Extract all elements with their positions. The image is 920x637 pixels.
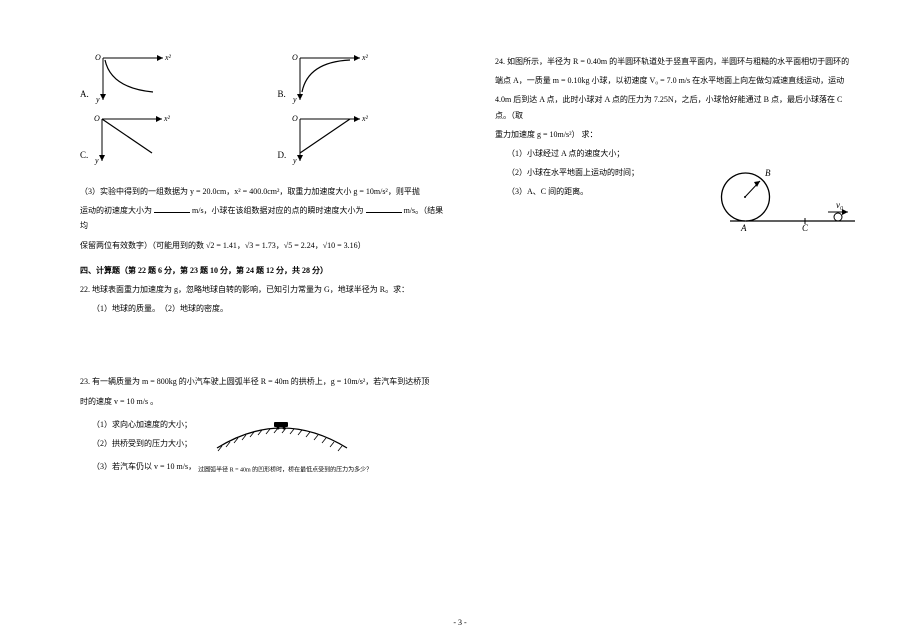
graph-a-label: A. (80, 86, 89, 105)
label-b: B (765, 168, 771, 178)
q23-sub1: （1）求向心加速度的大小； (80, 417, 192, 432)
q3-line1: （3）实验中得到的一组数据为 y = 20.0cm，x² = 400.0cm²，… (80, 184, 445, 199)
q3-l2-a: 运动的初速度大小为 (80, 206, 152, 215)
q24-line1: 24. 如图所示，半径为 R = 0.40m 的半圆环轨道处于竖直平面内，半圆环… (495, 54, 860, 69)
graph-b-svg: O x² y (290, 50, 370, 105)
left-column: A. O x² y B. (80, 50, 445, 617)
label-v0: v₀ (836, 200, 843, 210)
q24-line3: 4.0m 后到达 A 点，此时小球对 A 点的压力为 7.25N，之后，小球恰好… (495, 92, 860, 122)
graph-option-c: C. O x² y (80, 111, 248, 166)
graph-c-svg: O x² y (92, 111, 172, 166)
label-a: A (740, 223, 747, 233)
svg-text:O: O (292, 53, 298, 62)
page-footer: - 3 - (0, 618, 920, 627)
bridge-diagram (212, 413, 352, 453)
q23-line2: 时的速度 v = 10 m/s 。 (80, 394, 445, 409)
graph-option-a: A. O x² y (80, 50, 248, 105)
graph-options-grid: A. O x² y B. (80, 50, 445, 166)
q3-line2: 运动的初速度大小为 m/s，小球在该组数据对应的点的瞬时速度大小为 m/s。（结… (80, 203, 445, 233)
graph-a-svg: O x² y (93, 50, 173, 105)
svg-text:y: y (292, 156, 297, 165)
q3-line3: 保留两位有效数字）（可能用到的数 √2 = 1.41，√3 = 1.73，√5 … (80, 238, 445, 253)
q22-sub: （1）地球的质量。 （2）地球的密度。 (80, 301, 445, 316)
q22-line1: 22. 地球表面重力加速度为 g，忽略地球自转的影响，已知引力常量为 G，地球半… (80, 282, 445, 297)
q3-l2-b: m/s，小球在该组数据对应的点的瞬时速度大小为 (192, 206, 364, 215)
section4-heading: 四、计算题（第 22 题 6 分，第 23 题 10 分，第 24 题 12 分… (80, 263, 445, 278)
q23-sub2: （2）拱桥受到的压力大小； (80, 436, 192, 451)
graph-c-label: C. (80, 147, 88, 166)
blank-2 (366, 204, 402, 213)
spacer-1 (80, 320, 445, 370)
q23-sub3-b: 过圆弧半径 R = 40m 的凹形桥时，桥在最低点受到的压力为多少？ (198, 468, 372, 474)
svg-text:O: O (292, 114, 298, 123)
svg-text:x²: x² (361, 53, 369, 62)
svg-text:x²: x² (164, 53, 172, 62)
label-c: C (802, 223, 809, 233)
svg-text:x²: x² (163, 114, 171, 123)
svg-text:y: y (292, 95, 297, 104)
graph-b-label: B. (278, 86, 286, 105)
q23-sub3-a: （3）若汽车仍以 v = 10 m/s， (92, 462, 196, 471)
svg-text:y: y (94, 156, 99, 165)
blank-1 (154, 204, 190, 213)
graph-option-b: B. O x² y (278, 50, 446, 105)
svg-text:O: O (94, 114, 100, 123)
q24-line2: 端点 A，一质量 m = 0.10kg 小球，以初速度 V₀ = 7.0 m/s… (495, 73, 860, 88)
svg-text:x²: x² (361, 114, 369, 123)
q23-sub3: （3）若汽车仍以 v = 10 m/s， 过圆弧半径 R = 40m 的凹形桥时… (80, 459, 445, 477)
graph-d-label: D. (278, 147, 287, 166)
graph-option-d: D. O x² y (278, 111, 446, 166)
q24-line4: 重力加速度 g = 10m/s²） 求： (495, 127, 860, 142)
right-column: 24. 如图所示，半径为 R = 0.40m 的半圆环轨道处于竖直平面内，半圆环… (495, 50, 860, 617)
svg-text:O: O (95, 53, 101, 62)
svg-text:y: y (95, 95, 100, 104)
q23-line1: 23. 有一辆质量为 m = 800kg 的小汽车驶上圆弧半径 R = 40m … (80, 374, 445, 389)
q24-diagram: A B C v₀ (710, 146, 860, 236)
graph-d-svg: O x² y (290, 111, 370, 166)
